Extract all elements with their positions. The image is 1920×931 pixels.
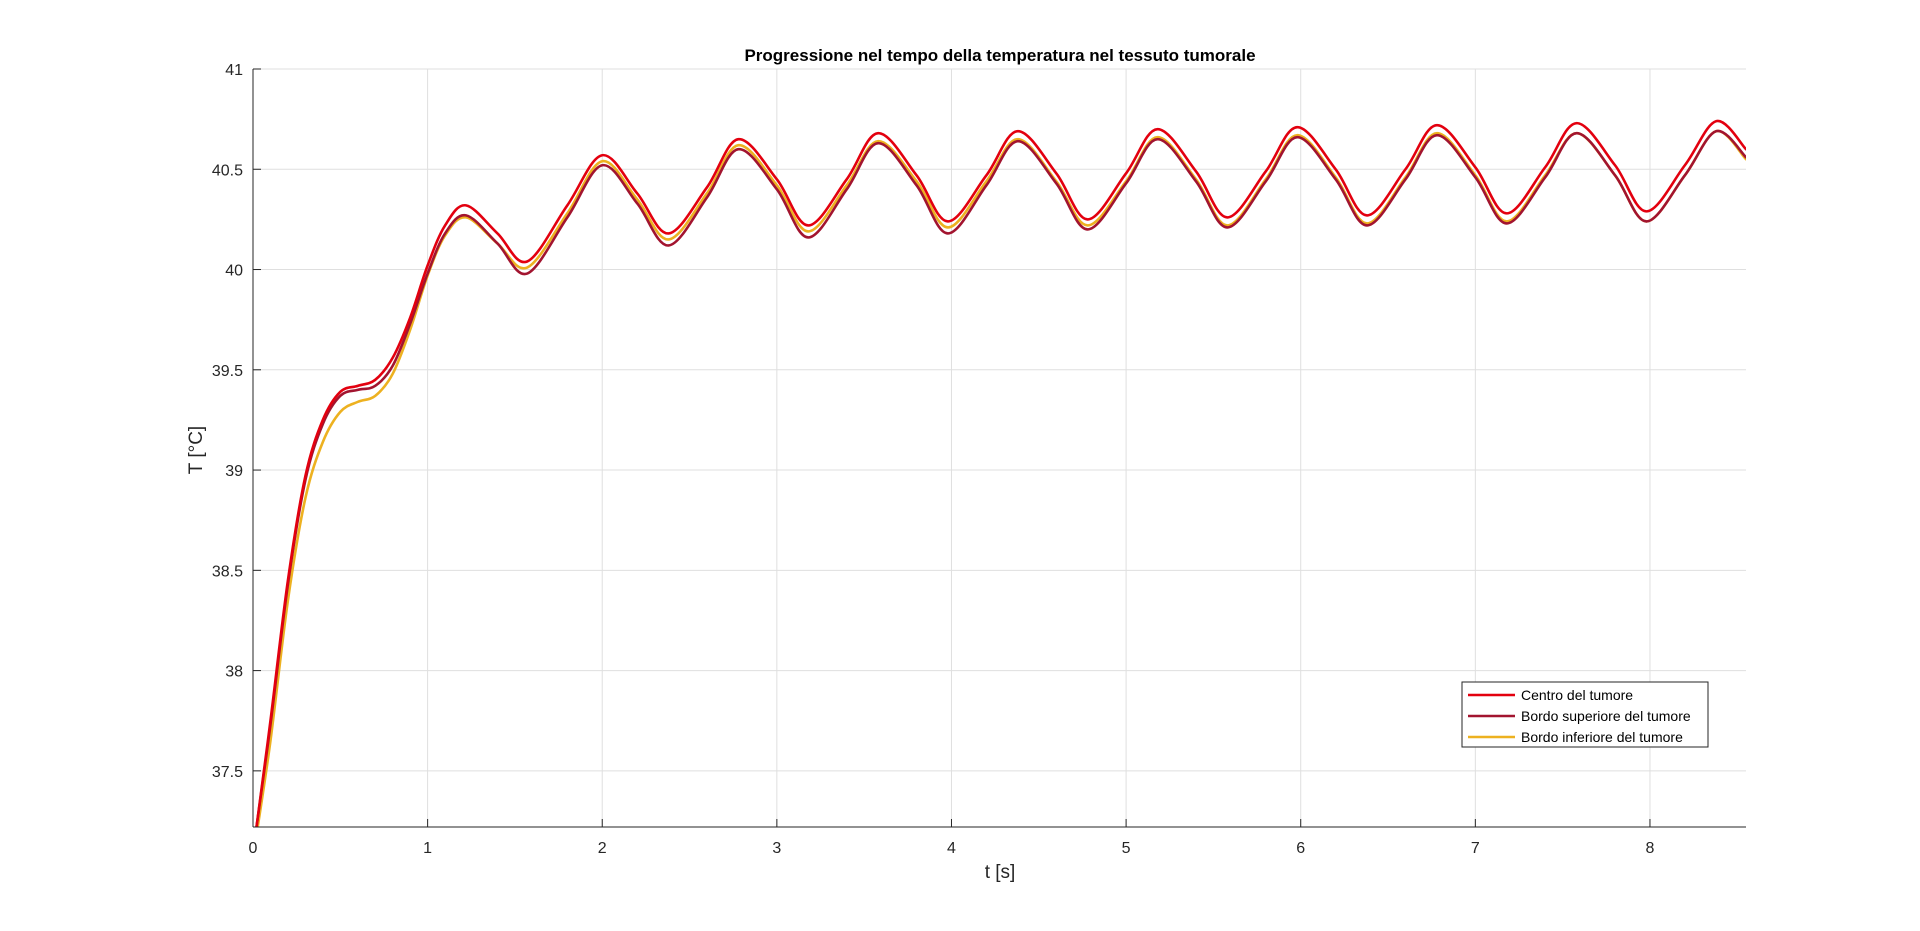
y-tick-label: 39 [225,463,243,480]
x-tick-label: 6 [1296,840,1305,857]
x-tick-label: 3 [772,840,781,857]
x-axis-ticks: 0 1 2 3 4 5 6 7 8 [249,819,1655,857]
legend-label-bordo-superiore: Bordo superiore del tumore [1521,708,1691,724]
x-tick-label: 1 [423,840,432,857]
x-tick-label: 2 [598,840,607,857]
series-line-centro [255,119,1746,827]
y-tick-label: 41 [225,62,243,79]
grid [253,68,1746,827]
x-tick-label: 5 [1122,840,1131,857]
y-axis-ticks: 37.5 38 38.5 39 39.5 40 40.5 41 [212,62,261,781]
y-tick-label: 38.5 [212,563,243,580]
series-layer [255,119,1746,827]
y-axis-label: T [°C] [186,426,207,474]
y-tick-label: 40.5 [212,162,243,179]
y-tick-label: 40 [225,263,243,280]
chart-title: Progressione nel tempo della temperatura… [744,46,1255,65]
y-tick-label: 38 [225,664,243,681]
series-line-bordo-superiore [255,129,1746,827]
legend: Centro del tumore Bordo superiore del tu… [1461,681,1709,748]
x-tick-label: 7 [1471,840,1480,857]
legend-label-bordo-inferiore: Bordo inferiore del tumore [1521,729,1683,745]
x-axis-label: t [s] [985,862,1016,883]
y-tick-label: 39.5 [212,363,243,380]
x-tick-label: 0 [249,840,258,857]
x-tick-label: 4 [947,840,956,857]
y-tick-label: 37.5 [212,764,243,781]
legend-label-centro: Centro del tumore [1521,687,1633,703]
x-tick-label: 8 [1646,840,1655,857]
